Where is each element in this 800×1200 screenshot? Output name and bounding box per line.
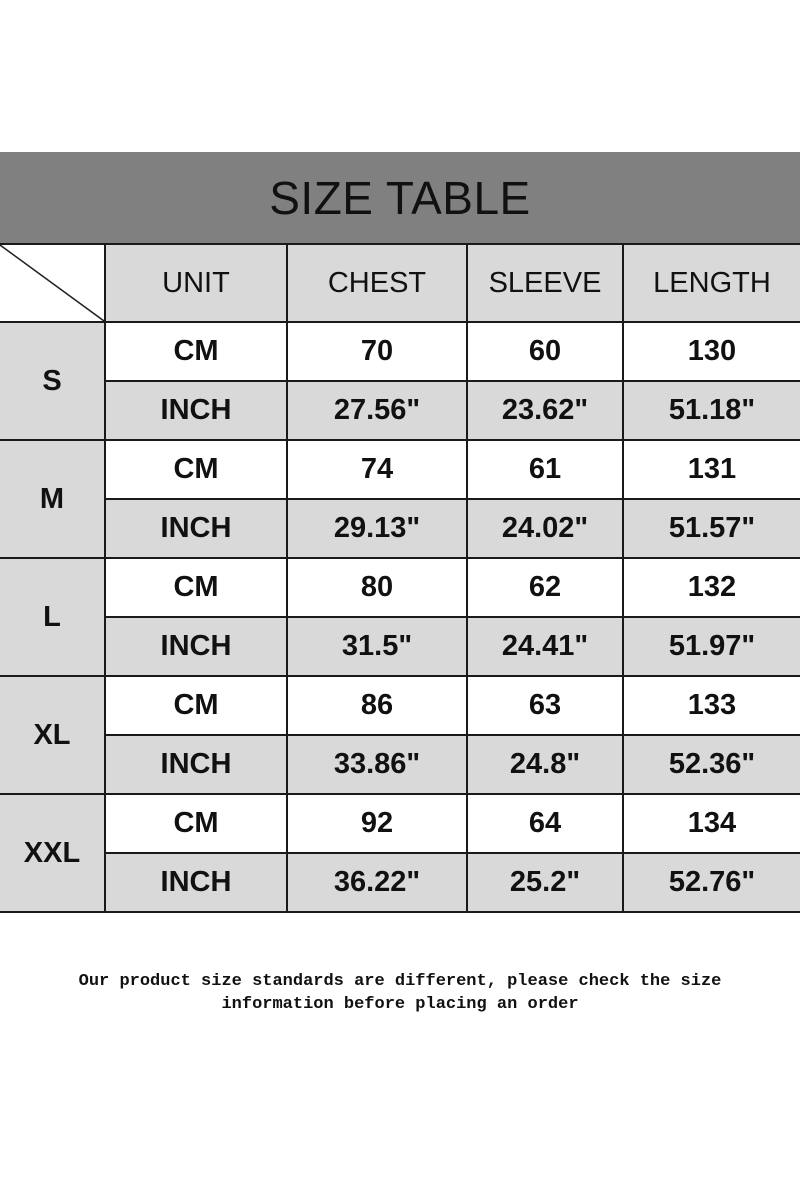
chest-cell: 29.13" <box>286 498 468 559</box>
unit-cell: CM <box>104 321 288 382</box>
header-length: LENGTH <box>622 243 800 323</box>
table-row: INCH 33.86" 24.8" 52.36" <box>0 734 800 795</box>
unit-cell: INCH <box>105 852 288 913</box>
unit-cell: INCH <box>105 380 288 441</box>
unit-cell: INCH <box>105 734 288 795</box>
size-label: L <box>0 557 106 677</box>
length-cell: 51.97" <box>622 616 800 677</box>
length-cell: 134 <box>622 793 800 854</box>
unit-cell: CM <box>104 439 288 500</box>
table-row: L CM 80 62 132 <box>0 557 800 677</box>
unit-cell: INCH <box>105 616 288 677</box>
length-cell: 51.18" <box>622 380 800 441</box>
header-chest: CHEST <box>286 243 468 323</box>
sleeve-cell: 24.02" <box>466 498 624 559</box>
table-row: INCH 36.22" 25.2" 52.76" <box>0 852 800 913</box>
sleeve-cell: 64 <box>466 793 624 854</box>
size-note: Our product size standards are different… <box>0 970 800 1016</box>
size-label: XXL <box>0 793 106 913</box>
table-row: S CM 70 60 130 <box>0 321 800 441</box>
length-cell: 130 <box>622 321 800 382</box>
chest-cell: 33.86" <box>286 734 468 795</box>
chest-cell: 36.22" <box>286 852 468 913</box>
table-row: INCH 31.5" 24.41" 51.97" <box>0 616 800 677</box>
sleeve-cell: 63 <box>466 675 624 736</box>
size-label: M <box>0 439 106 559</box>
sleeve-cell: 23.62" <box>466 380 624 441</box>
chest-cell: 27.56" <box>286 380 468 441</box>
size-label: XL <box>0 675 106 795</box>
table-row: INCH 27.56" 23.62" 51.18" <box>0 380 800 441</box>
table-row: INCH 29.13" 24.02" 51.57" <box>0 498 800 559</box>
unit-cell: INCH <box>105 498 288 559</box>
sleeve-cell: 62 <box>466 557 624 618</box>
sleeve-cell: 24.41" <box>466 616 624 677</box>
sleeve-cell: 61 <box>466 439 624 500</box>
unit-cell: CM <box>104 793 288 854</box>
chest-cell: 74 <box>286 439 468 500</box>
chest-cell: 31.5" <box>286 616 468 677</box>
title-bar: SIZE TABLE <box>0 152 800 244</box>
table-row: XXL CM 92 64 134 <box>0 793 800 913</box>
sleeve-cell: 25.2" <box>466 852 624 913</box>
diagonal-line-icon <box>0 245 104 321</box>
size-label: S <box>0 321 106 441</box>
sleeve-cell: 24.8" <box>466 734 624 795</box>
table-row: XL CM 86 63 133 <box>0 675 800 795</box>
length-cell: 51.57" <box>622 498 800 559</box>
table-row: M CM 74 61 131 <box>0 439 800 559</box>
unit-cell: CM <box>104 675 288 736</box>
chest-cell: 92 <box>286 793 468 854</box>
header-sleeve: SLEEVE <box>466 243 624 323</box>
header-row: UNIT CHEST SLEEVE LENGTH <box>0 243 800 323</box>
chest-cell: 86 <box>286 675 468 736</box>
chest-cell: 80 <box>286 557 468 618</box>
length-cell: 133 <box>622 675 800 736</box>
note-line-2: information before placing an order <box>221 995 579 1014</box>
chest-cell: 70 <box>286 321 468 382</box>
length-cell: 131 <box>622 439 800 500</box>
unit-cell: CM <box>104 557 288 618</box>
corner-cell <box>0 243 106 323</box>
length-cell: 52.36" <box>622 734 800 795</box>
length-cell: 132 <box>622 557 800 618</box>
sleeve-cell: 60 <box>466 321 624 382</box>
header-unit: UNIT <box>104 243 288 323</box>
note-line-1: Our product size standards are different… <box>78 972 722 991</box>
page-title: SIZE TABLE <box>269 172 531 224</box>
length-cell: 52.76" <box>622 852 800 913</box>
size-table: UNIT CHEST SLEEVE LENGTH S CM 70 60 130 INCH 2… <box>0 243 800 913</box>
